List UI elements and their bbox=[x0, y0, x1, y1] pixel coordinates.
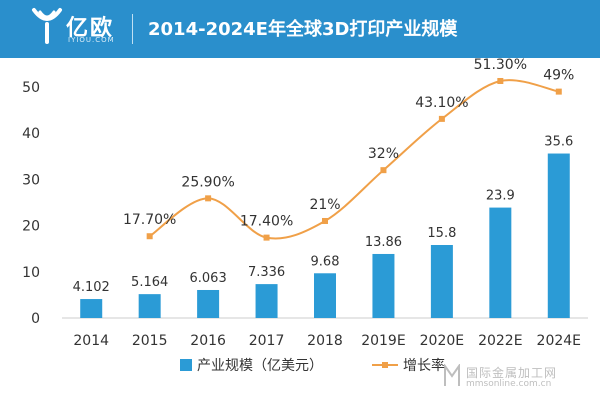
growth-rate-label: 49% bbox=[543, 68, 574, 84]
bar-value-label: 23.9 bbox=[486, 189, 515, 204]
growth-point bbox=[322, 217, 328, 224]
y-tick-label: 0 bbox=[31, 311, 40, 327]
header-divider bbox=[132, 14, 133, 44]
bar bbox=[138, 294, 161, 318]
growth-rate-label: 17.40% bbox=[240, 214, 293, 230]
bar-value-label: 13.86 bbox=[365, 235, 402, 250]
bar bbox=[372, 253, 395, 318]
growth-point bbox=[146, 233, 153, 240]
logo-text: 亿欧 bbox=[66, 16, 115, 41]
growth-point bbox=[497, 77, 504, 84]
x-tick-label: 2019E bbox=[361, 333, 405, 349]
growth-point bbox=[205, 195, 212, 202]
y-tick-label: 50 bbox=[22, 80, 40, 96]
growth-rate-label: 17.70% bbox=[123, 212, 176, 228]
logo: 亿欧 IYIOU.COM bbox=[30, 6, 130, 52]
growth-rate-label: 51.30% bbox=[474, 58, 527, 73]
bar bbox=[489, 207, 512, 318]
header-banner: 亿欧 IYIOU.COM 2014-2024E年全球3D打印产业规模 bbox=[0, 0, 600, 58]
bar-value-label: 5.164 bbox=[131, 275, 168, 290]
growth-line-series bbox=[146, 77, 562, 241]
bar bbox=[255, 284, 278, 318]
x-tick-label: 2016 bbox=[190, 333, 226, 349]
growth-point bbox=[555, 88, 562, 95]
legend-line-swatch bbox=[372, 362, 398, 368]
x-tick-label: 2014 bbox=[73, 333, 109, 349]
growth-rate-label: 25.90% bbox=[181, 174, 234, 190]
y-tick-label: 10 bbox=[22, 265, 40, 281]
x-tick-label: 2022E bbox=[478, 333, 522, 349]
growth-point bbox=[438, 115, 445, 122]
x-tick-label: 2017 bbox=[249, 333, 285, 349]
bar-value-label: 7.336 bbox=[248, 265, 285, 280]
watermark: 国际金属加工网 mmsonline.com.cn bbox=[444, 362, 594, 392]
y-tick-label: 20 bbox=[22, 219, 40, 235]
bar-value-label: 9.68 bbox=[311, 254, 340, 269]
y-axis-labels: 0 10 20 30 40 50 bbox=[22, 80, 40, 327]
x-tick-label: 2018 bbox=[307, 333, 343, 349]
legend-bar-label: 产业规模（亿美元） bbox=[197, 358, 323, 374]
x-tick-label: 2015 bbox=[132, 333, 168, 349]
growth-point bbox=[263, 234, 270, 241]
bar bbox=[197, 289, 220, 318]
y-tick-label: 40 bbox=[22, 126, 40, 142]
x-tick-label: 2024E bbox=[537, 333, 581, 349]
bar bbox=[80, 299, 103, 318]
bar-value-label: 6.063 bbox=[190, 271, 227, 286]
bar-value-label: 35.6 bbox=[544, 135, 573, 150]
bar-value-labels: 4.102 5.164 6.063 7.336 9.68 13.86 15.8 23.9 35.… bbox=[73, 135, 574, 296]
growth-rate-label: 21% bbox=[309, 197, 340, 213]
watermark-text: 国际金属加工网 bbox=[466, 366, 558, 380]
legend-line-label: 增长率 bbox=[403, 358, 445, 374]
watermark-url: mmsonline.com.cn bbox=[466, 379, 552, 389]
logo-subtext: IYIOU.COM bbox=[68, 36, 115, 44]
growth-line bbox=[149, 79, 559, 240]
growth-rate-label: 32% bbox=[368, 146, 399, 162]
bar-value-label: 4.102 bbox=[73, 280, 110, 295]
legend: 产业规模（亿美元） 增长率 bbox=[0, 352, 600, 376]
y-tick-label: 30 bbox=[22, 172, 40, 188]
chart-title: 2014-2024E年全球3D打印产业规模 bbox=[148, 19, 458, 40]
growth-rate-label: 43.10% bbox=[415, 95, 468, 111]
x-tick-label: 2020E bbox=[420, 333, 464, 349]
bar-series bbox=[80, 153, 570, 318]
growth-point bbox=[380, 167, 387, 174]
bar bbox=[430, 245, 453, 318]
growth-rate-labels: 17.70% 25.90% 17.40% 21% 32% 43.10% 51.30% 49% bbox=[123, 58, 574, 230]
logo-icon bbox=[32, 8, 62, 44]
watermark-logo-icon bbox=[444, 364, 460, 386]
bar bbox=[547, 153, 570, 318]
x-axis: 2014 2015 2016 2017 2018 2019E 2020E 2022E 2024E bbox=[62, 317, 588, 349]
bar bbox=[314, 273, 336, 318]
bar-value-label: 15.8 bbox=[427, 226, 456, 241]
chart-area: 0 10 20 30 40 50 2014 2015 2016 2017 2018 2019E 202… bbox=[22, 58, 588, 349]
legend-bar-swatch bbox=[180, 359, 192, 371]
